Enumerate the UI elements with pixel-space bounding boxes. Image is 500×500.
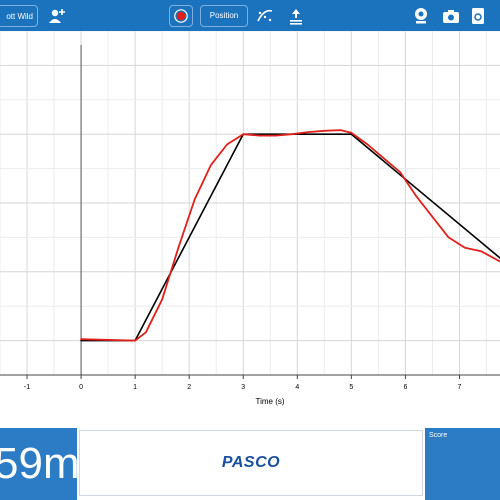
x-tick-label: 4 xyxy=(295,384,299,391)
x-tick-label: 5 xyxy=(349,384,353,391)
x-tick-label: 0 xyxy=(79,384,83,391)
webcam-icon[interactable] xyxy=(413,7,429,25)
x-axis-label: Time (s) xyxy=(255,397,284,406)
camera-icon[interactable] xyxy=(442,8,460,24)
bottom-panel: 59m PASCO Score xyxy=(0,428,500,500)
chart-grid xyxy=(0,31,500,376)
record-icon xyxy=(174,9,188,23)
chart-series xyxy=(80,129,500,342)
x-tick-label: 1 xyxy=(133,384,137,391)
upload-icon[interactable] xyxy=(288,7,304,25)
toolbar: ott Wild Position xyxy=(0,0,500,31)
export-icon[interactable] xyxy=(470,7,486,25)
user-button[interactable]: ott Wild xyxy=(0,5,38,27)
record-button[interactable] xyxy=(169,5,193,27)
score-label: Score xyxy=(429,432,448,439)
readout-value: 59m xyxy=(0,428,77,500)
x-tick-label: 6 xyxy=(403,384,407,391)
logo-area: PASCO xyxy=(79,430,423,496)
pasco-logo: PASCO xyxy=(221,454,281,471)
x-tick-label: -1 xyxy=(24,384,30,391)
add-user-icon[interactable] xyxy=(48,7,66,25)
x-tick-label: 2 xyxy=(187,384,191,391)
measured-line xyxy=(80,129,500,342)
position-time-graph[interactable]: -1 0 1 2 3 4 5 6 7 Time (s) xyxy=(0,31,500,411)
score-panel: Score xyxy=(425,428,500,500)
position-button[interactable]: Position xyxy=(200,5,248,27)
x-axis-ticks: -1 0 1 2 3 4 5 6 7 xyxy=(24,375,462,391)
curve-fit-icon[interactable] xyxy=(256,7,276,25)
x-tick-label: 7 xyxy=(458,384,462,391)
x-tick-label: 3 xyxy=(241,384,245,391)
